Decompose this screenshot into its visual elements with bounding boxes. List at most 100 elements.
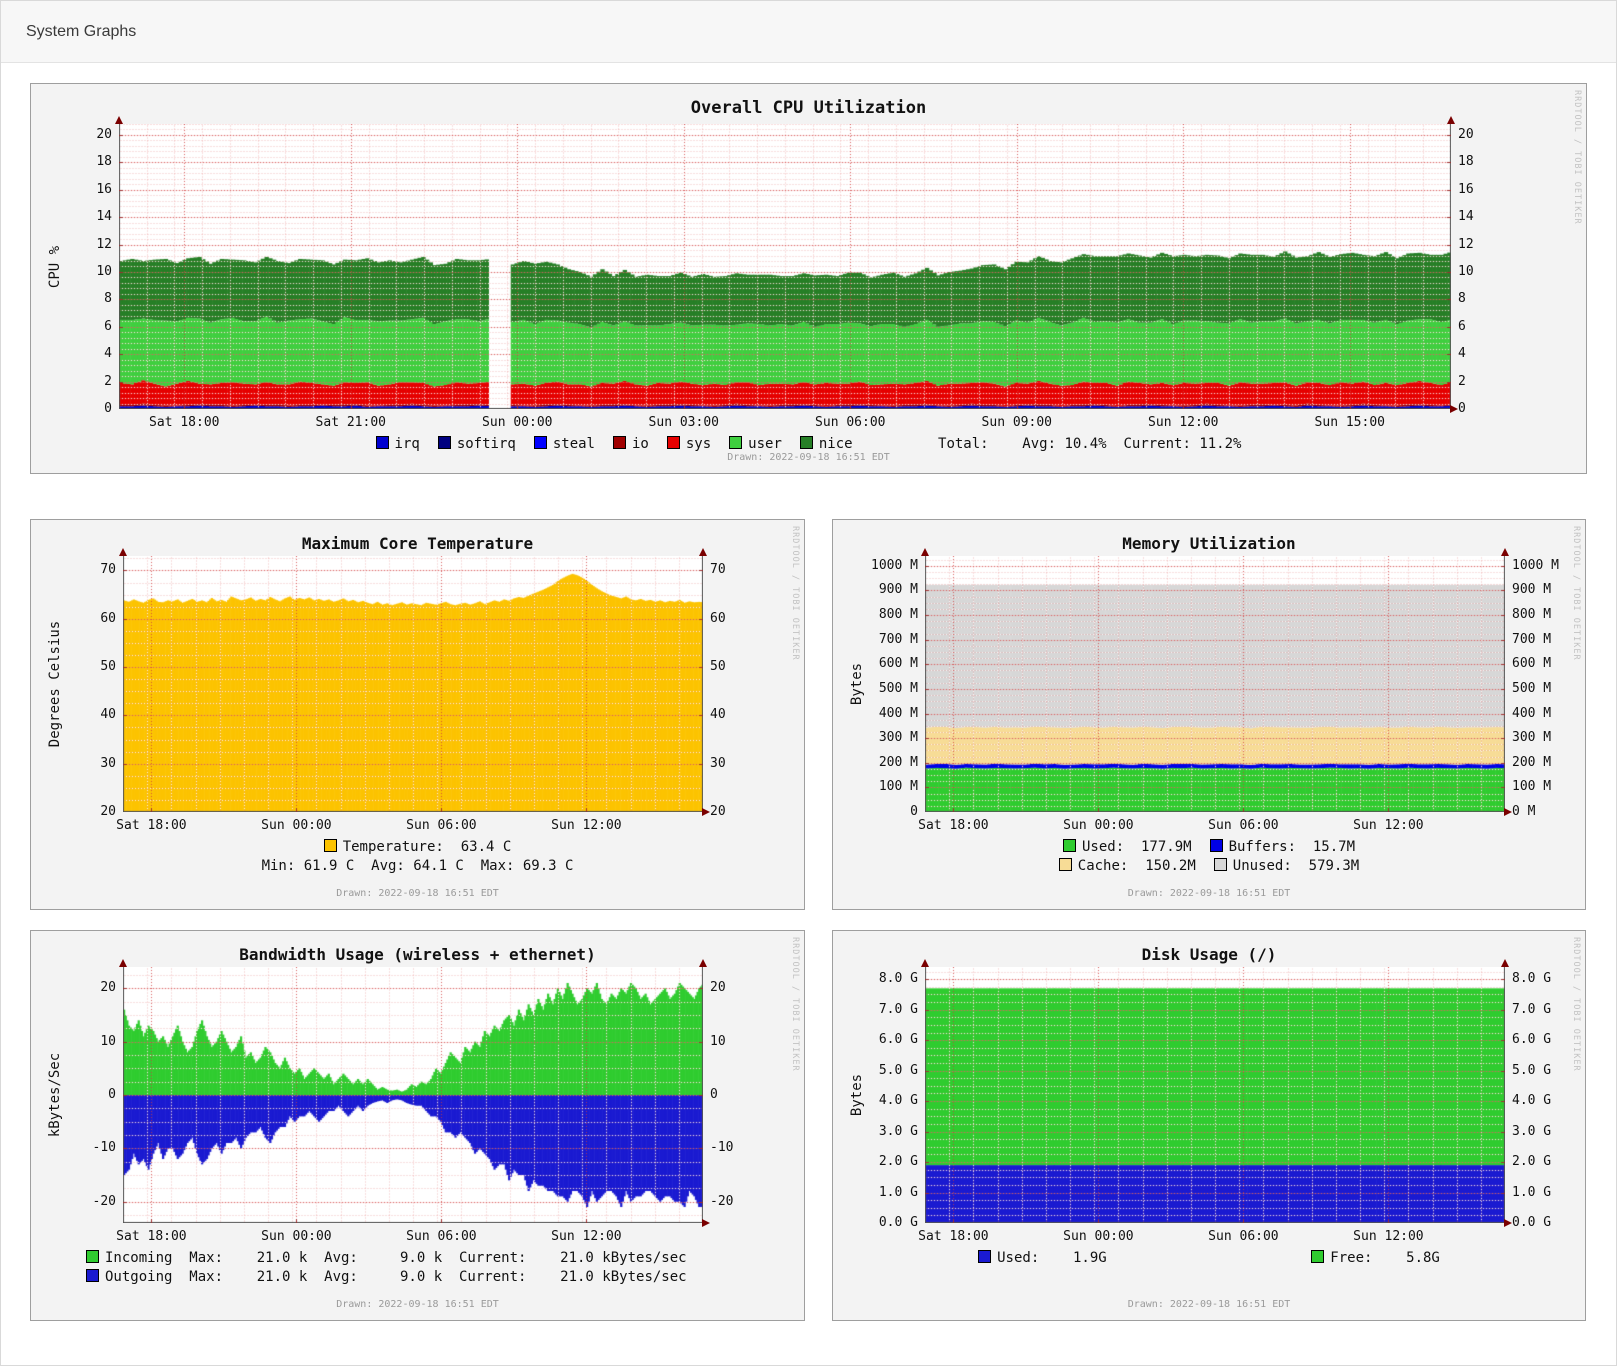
y-tick-label: 30 — [100, 755, 116, 771]
x-tick-label: Sun 06:00 — [1208, 818, 1279, 833]
y-tick-label: 2.0 G — [1512, 1154, 1552, 1170]
legend-item: nice — [799, 435, 853, 454]
page-header: System Graphs — [1, 1, 1616, 63]
y-tick-label: 8 — [1458, 291, 1466, 307]
x-tick-label: Sun 12:00 — [551, 818, 622, 833]
page-title: System Graphs — [26, 23, 137, 40]
legend-item: irq — [375, 435, 420, 454]
graph-plot-canvas — [925, 967, 1505, 1223]
y-tick-label: 0 — [1458, 401, 1466, 416]
legend-text: Used: 1.9G — [997, 1250, 1107, 1266]
legend-row: Incoming Max: 21.0 k Avg: 9.0 k Current:… — [31, 1249, 804, 1268]
legend-item: Free: 5.8G — [1311, 1249, 1440, 1268]
axis-arrow-icon — [119, 548, 127, 556]
y-tick-label: -20 — [710, 1193, 734, 1209]
x-tick-label: Sun 06:00 — [1208, 1229, 1279, 1244]
y-tick-label: 500 M — [1512, 680, 1552, 696]
legend-text: softirq — [456, 436, 516, 452]
legend-text: nice — [818, 436, 853, 452]
chart-title: Maximum Core Temperature — [301, 534, 534, 553]
graph-plot-canvas — [925, 556, 1505, 812]
y-tick-label: 4.0 G — [1512, 1093, 1552, 1109]
legend-text: Used: 177.9M — [1081, 839, 1192, 855]
y-tick-label: 7.0 G — [1512, 1001, 1552, 1017]
y-tick-label: 40 — [100, 707, 116, 723]
y-tick-label: 10 — [96, 263, 112, 279]
y-tick-label: 10 — [100, 1033, 116, 1049]
legend-text: Buffers: 15.7M — [1228, 839, 1355, 855]
x-tick-label: Sat 18:00 — [149, 415, 220, 430]
y-tick-label: 1000 M — [1512, 557, 1559, 573]
y-tick-label: 700 M — [1512, 631, 1552, 647]
axis-arrow-icon — [1501, 959, 1509, 967]
y-tick-label: 40 — [710, 707, 726, 723]
rrdtool-watermark: RRDTOOL / TOBI OETIKER — [1572, 90, 1582, 225]
y-tick-label: 4.0 G — [878, 1093, 918, 1109]
drawn-timestamp: Drawn: 2022-09-18 16:51 EDT — [336, 1299, 499, 1310]
graphs-row-1: Overall CPU Utilization CPU % irq softirq… — [30, 83, 1587, 474]
axis-arrow-icon — [115, 116, 123, 124]
rrdtool-watermark: RRDTOOL / TOBI OETIKER — [1571, 526, 1581, 661]
legend-item: sys — [666, 435, 712, 454]
y-tick-label: 3.0 G — [878, 1123, 918, 1139]
y-tick-label: 20 — [100, 980, 116, 996]
y-tick-label: 30 — [710, 755, 726, 771]
x-tick-label: Sun 00:00 — [1063, 1229, 1134, 1244]
chart-panel-disk: Disk Usage (/) Bytes Used: 1.9G Free: 5.… — [832, 930, 1586, 1321]
legend-row: irq softirq steal io sys user nice Total: Avg:… — [31, 435, 1586, 454]
legend-swatch-icon — [799, 436, 813, 449]
legend-item: user — [729, 435, 782, 454]
y-tick-label: 200 M — [878, 754, 918, 770]
chart-legend: Used: 1.9G Free: 5.8G — [833, 1249, 1585, 1268]
legend-item: Min: 61.9 C Avg: 64.1 C Max: 69.3 C — [262, 857, 574, 876]
x-tick-label: Sun 12:00 — [1148, 415, 1219, 430]
legend-swatch-icon — [86, 1250, 99, 1263]
x-tick-label: Sun 00:00 — [482, 415, 553, 430]
legend-item: softirq — [437, 435, 516, 454]
axis-arrow-icon — [921, 548, 929, 556]
graphs-row-2: Maximum Core Temperature Degrees Celsius… — [30, 519, 1587, 910]
legend-swatch-icon — [1213, 858, 1227, 871]
rrdtool-watermark: RRDTOOL / TOBI OETIKER — [790, 526, 800, 661]
y-axis-label: Degrees Celsius — [47, 620, 63, 748]
y-tick-label: 4 — [104, 346, 112, 362]
legend-swatch-icon — [666, 436, 680, 449]
legend-item: Buffers: 15.7M — [1209, 838, 1355, 857]
y-tick-label: 10 — [710, 1033, 726, 1049]
axis-arrow-icon — [699, 548, 707, 556]
y-tick-label: 900 M — [1512, 582, 1552, 598]
chart-title: Disk Usage (/) — [1141, 945, 1277, 964]
y-tick-label: 400 M — [878, 705, 918, 721]
chart-legend: Temperature: 63.4 C Min: 61.9 C Avg: 64.1… — [31, 838, 804, 876]
x-tick-label: Sat 18:00 — [116, 818, 187, 833]
drawn-timestamp: Drawn: 2022-09-18 16:51 EDT — [1127, 1299, 1291, 1310]
x-tick-label: Sun 12:00 — [1353, 1229, 1424, 1244]
y-tick-label: 20 — [710, 980, 726, 996]
y-tick-label: 0.0 G — [1512, 1215, 1552, 1230]
legend-text: Unused: 579.3M — [1232, 858, 1360, 874]
legend-text: steal — [552, 436, 595, 452]
legend-text: sys — [685, 436, 712, 452]
y-tick-label: 6 — [104, 318, 112, 334]
legend-item — [1125, 1249, 1294, 1268]
y-tick-label: 12 — [96, 236, 112, 252]
y-tick-label: -20 — [92, 1193, 116, 1209]
y-tick-label: 5.0 G — [1512, 1062, 1552, 1078]
drawn-timestamp: Drawn: 2022-09-18 16:51 EDT — [727, 452, 890, 463]
graph-plot-canvas — [119, 124, 1451, 409]
y-tick-label: 14 — [96, 209, 112, 225]
y-tick-label: 20 — [96, 126, 112, 142]
y-tick-label: 18 — [1458, 154, 1474, 170]
y-tick-label: 10 — [1458, 263, 1474, 279]
chart-panel-bandwidth: Bandwidth Usage (wireless + ethernet) kB… — [30, 930, 805, 1321]
y-tick-label: 500 M — [878, 680, 918, 696]
y-tick-label: 0.0 G — [878, 1215, 918, 1230]
chart-panel-temperature: Maximum Core Temperature Degrees Celsius… — [30, 519, 805, 910]
y-tick-label: 20 — [100, 804, 116, 819]
x-tick-label: Sat 21:00 — [315, 415, 386, 430]
y-tick-label: 0 — [104, 401, 112, 416]
legend-item: Outgoing Max: 21.0 k Avg: 9.0 k Current:… — [86, 1268, 687, 1287]
legend-text — [1125, 1250, 1294, 1266]
y-tick-label: 20 — [1458, 126, 1474, 142]
y-tick-label: 800 M — [1512, 607, 1552, 623]
